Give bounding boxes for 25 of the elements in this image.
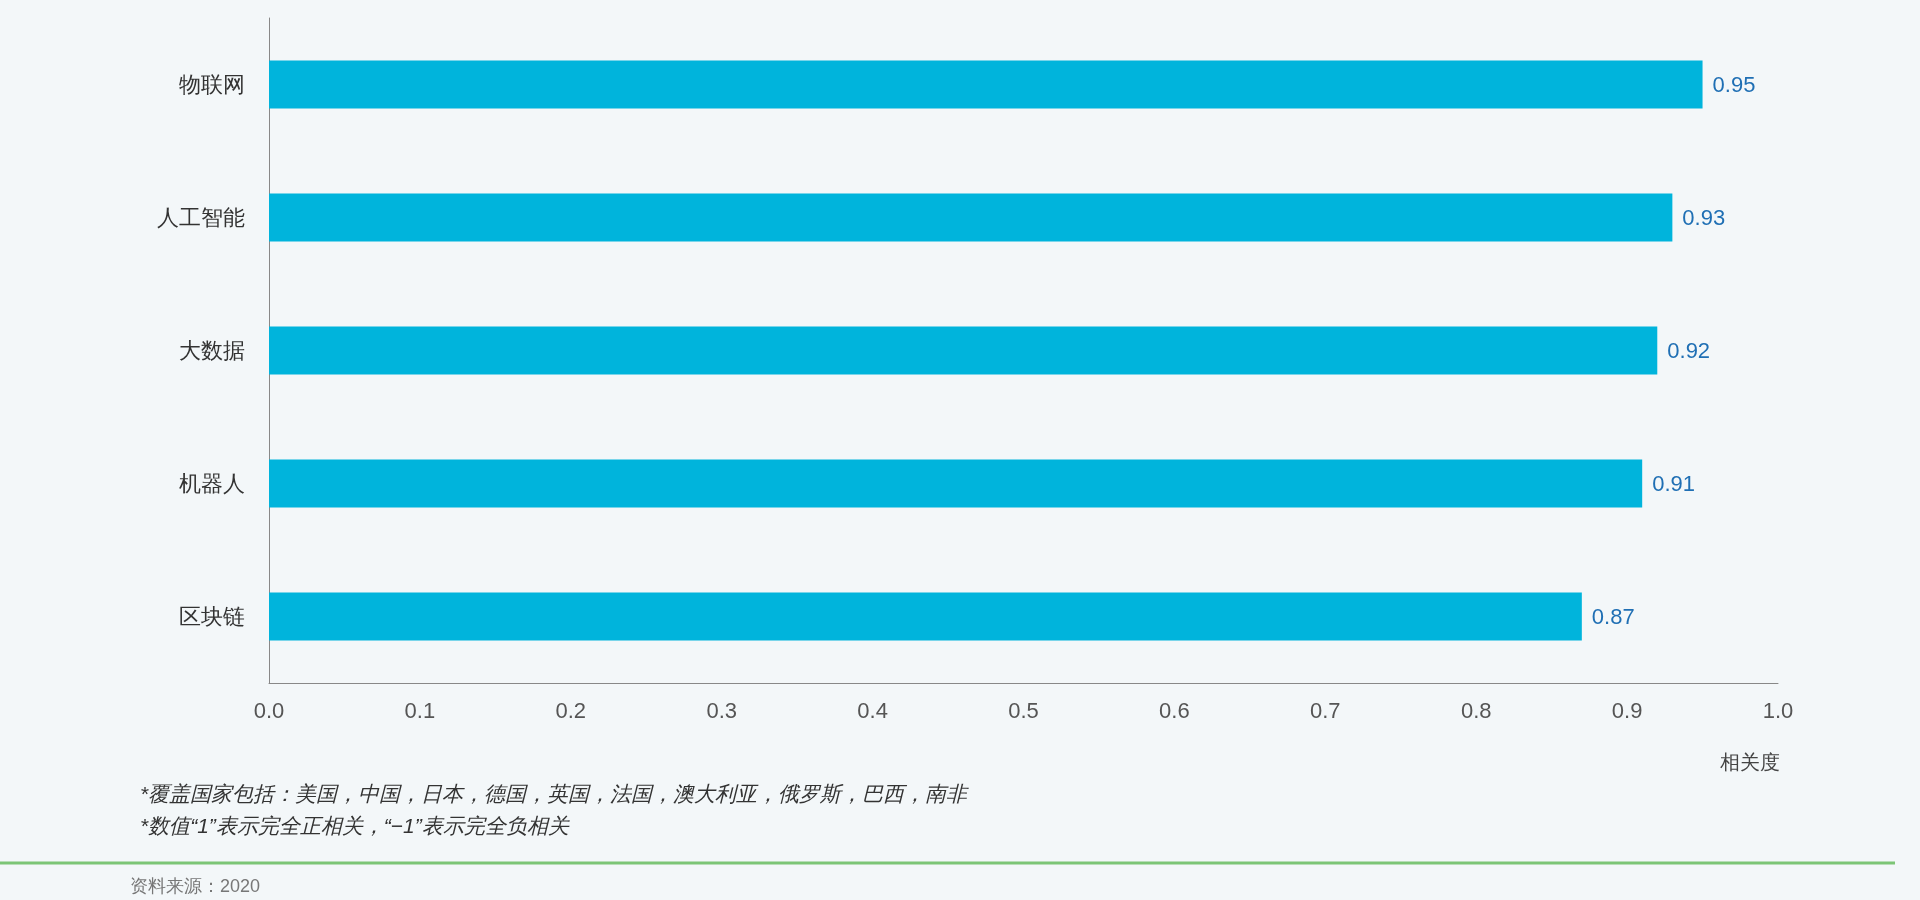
data-label: 0.87 [1591,604,1635,629]
data-label: 0.92 [1667,338,1711,363]
y-tick-label: 物联网 [179,72,245,97]
x-tick-label: 0.0 [253,697,285,723]
y-tick-label: 区块链 [179,604,245,629]
x-tick-label: 0.1 [404,697,436,723]
text: *覆盖国家包括：美国，中国，日本，德国，英国，法国，澳大利亚，俄罗斯，巴西，南非 [140,782,970,805]
y-tick-label: 机器人 [179,471,245,496]
x-tick-label: 0.2 [555,697,587,723]
x-tick-label: 1.0 [1762,697,1794,723]
data-label: 0.95 [1712,72,1756,97]
x-tick-label: 0.6 [1159,697,1190,723]
x-axis-title: 相关度 [1720,751,1780,773]
x-tick-label: 0.7 [1310,697,1341,723]
text: 资料来源：2020 [130,876,261,896]
y-tick-label: 大数据 [179,338,245,363]
data-label: 0.93 [1682,205,1726,230]
x-tick-label: 0.8 [1460,697,1492,723]
text: *数值“1”表示完全正相关，“−1”表示完全负相关 [140,814,570,837]
x-tick-label: 0.3 [706,697,737,723]
x-tick-label: 0.4 [857,697,888,723]
y-tick-label: 人工智能 [157,205,245,230]
x-tick-label: 0.9 [1611,697,1643,723]
data-label: 0.91 [1652,471,1696,496]
x-tick-label: 0.5 [1008,697,1039,723]
